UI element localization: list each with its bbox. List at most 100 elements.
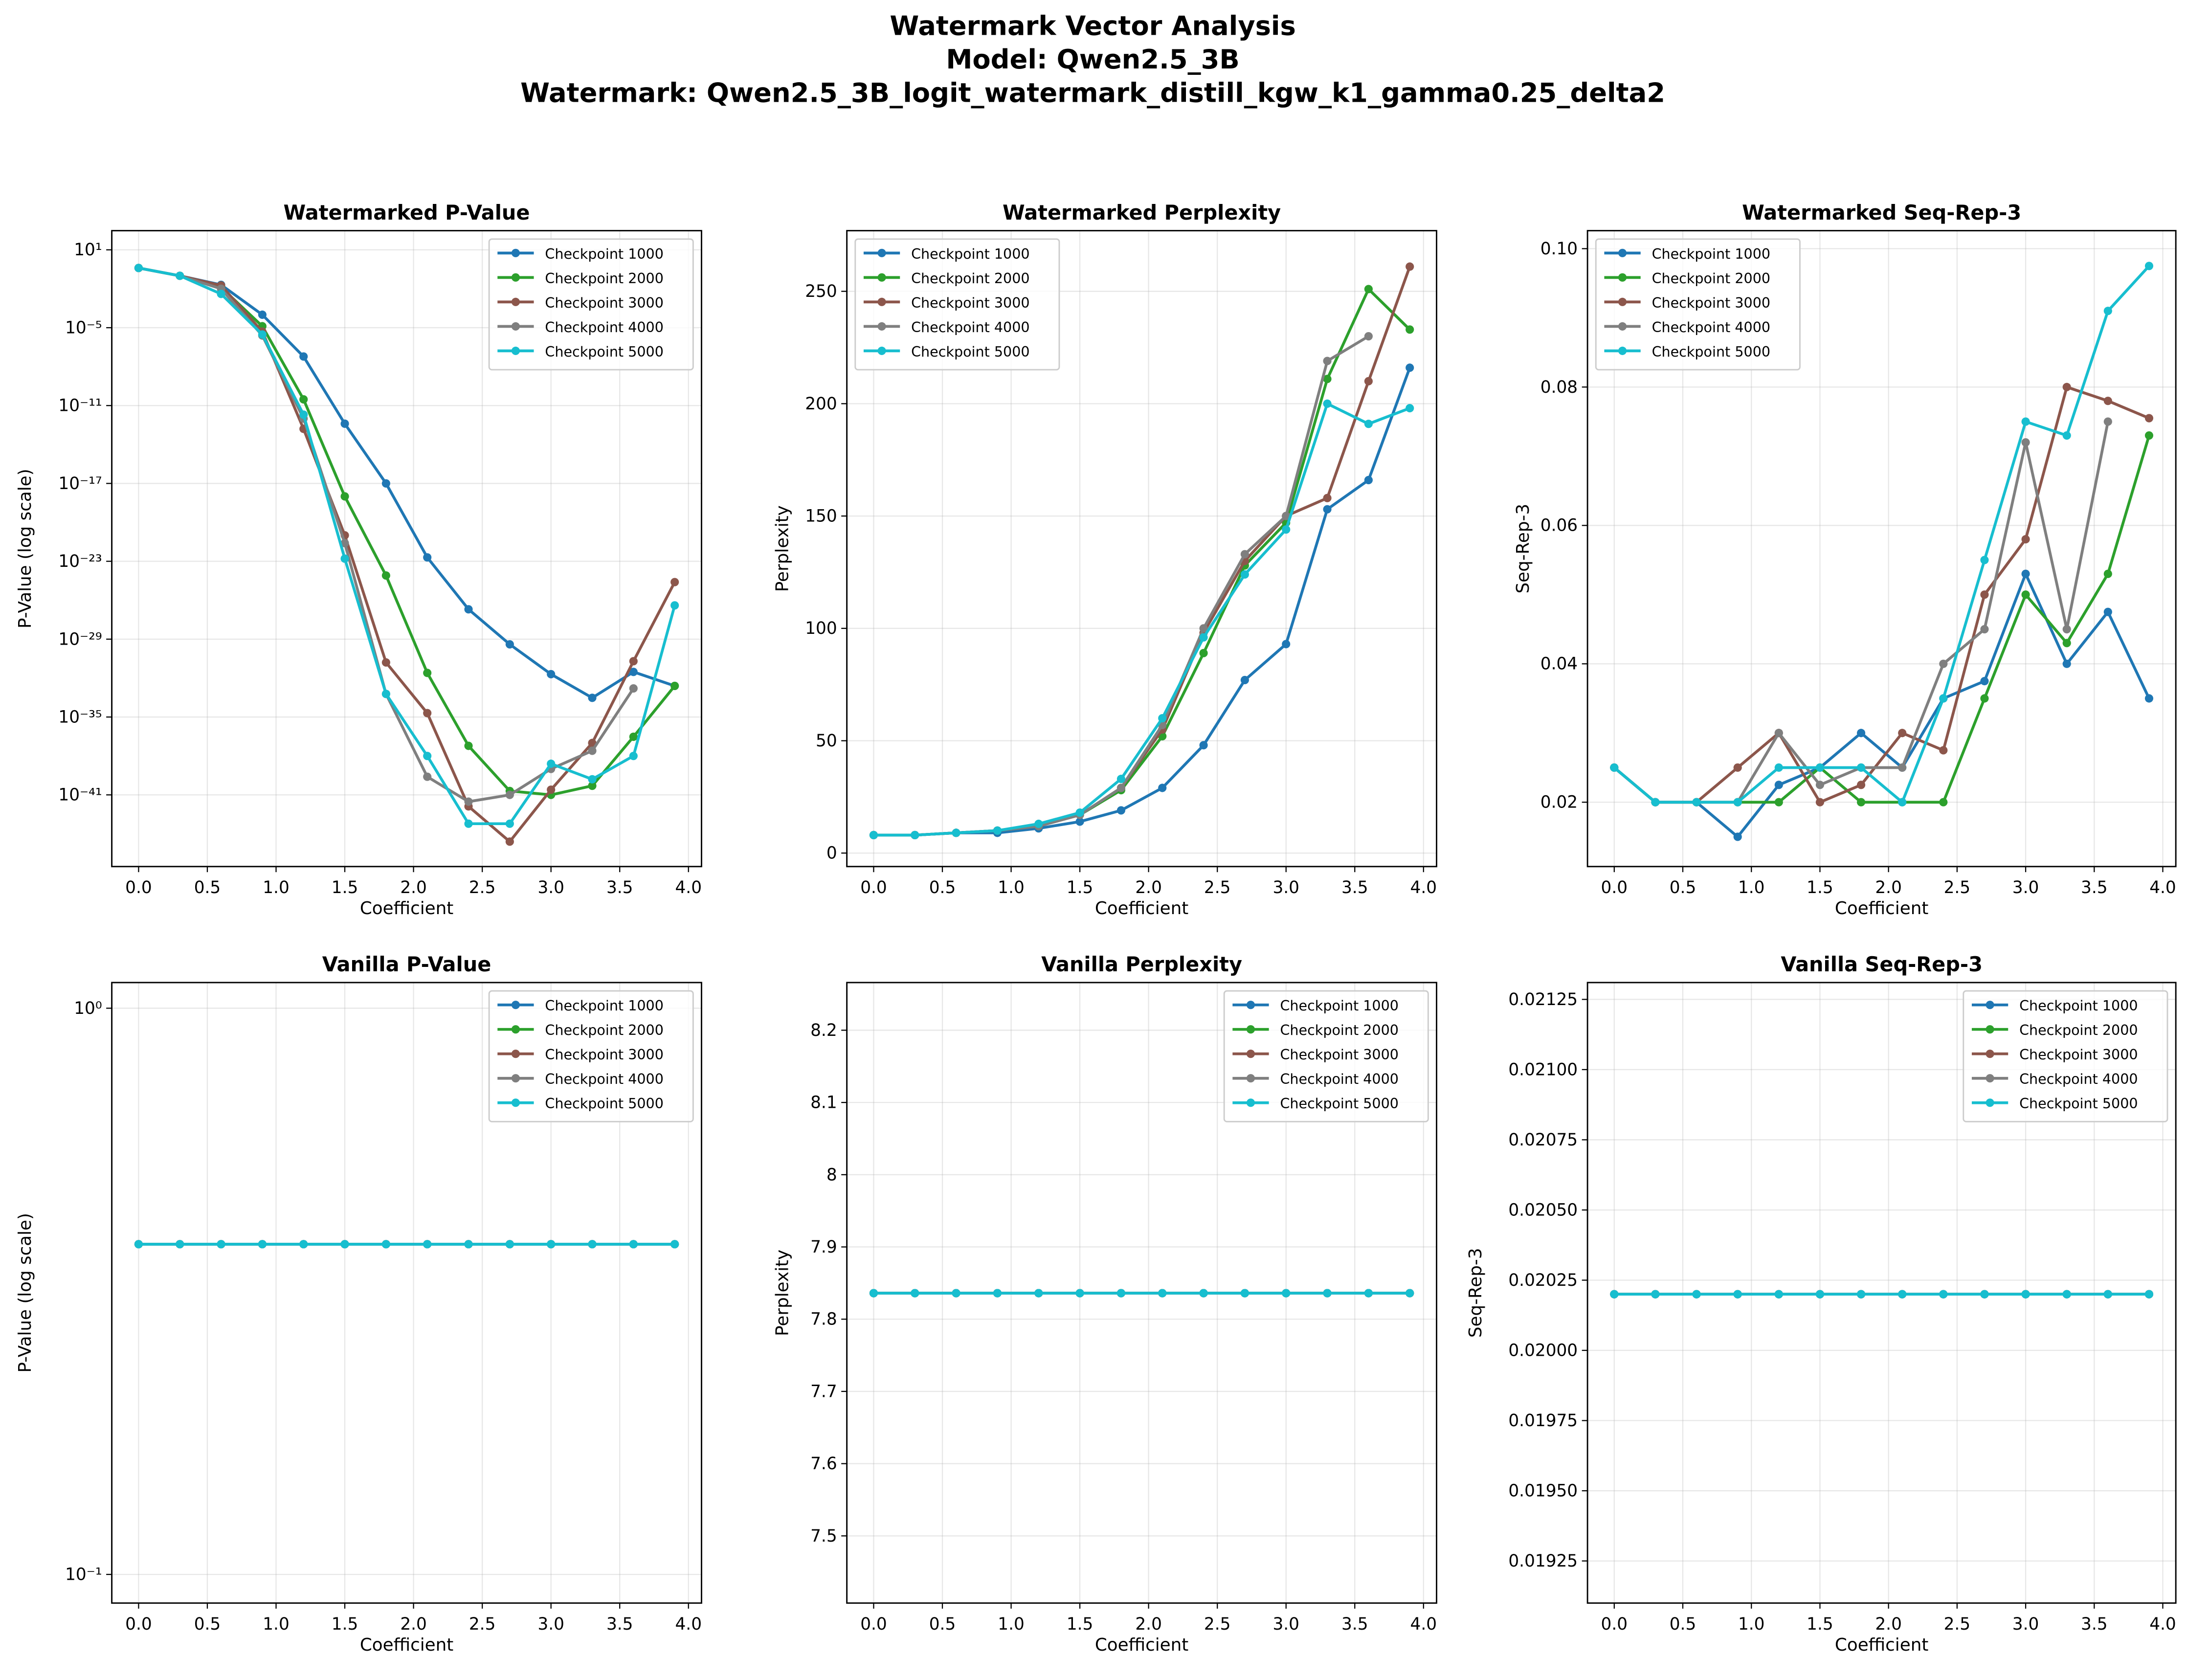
marker (340, 1240, 349, 1249)
legend-marker (511, 322, 520, 331)
marker (1815, 798, 1825, 806)
x-tick-label: 0.0 (860, 1614, 887, 1634)
marker (1980, 556, 1989, 564)
x-tick-label: 3.5 (2081, 1614, 2108, 1634)
y-tick-label: 8 (826, 1165, 837, 1185)
marker (1323, 375, 1332, 383)
x-tick-label: 3.0 (537, 878, 564, 897)
marker (2021, 590, 2030, 599)
x-tick-label: 3.0 (1272, 878, 1299, 897)
marker (1939, 746, 1948, 755)
marker (588, 694, 597, 702)
marker (1323, 1289, 1332, 1298)
y-tick-label: 7.5 (810, 1526, 837, 1546)
marker (1406, 325, 1414, 334)
marker (299, 1240, 308, 1249)
legend-marker (877, 346, 886, 355)
marker (1733, 798, 1742, 806)
y-tick-label: 150 (805, 507, 837, 526)
y-tick-label: 0.01975 (1508, 1411, 1578, 1431)
marker (340, 538, 349, 548)
marker (1282, 525, 1291, 534)
marker (670, 681, 679, 690)
series-line (1613, 265, 2150, 805)
marker (217, 1240, 225, 1249)
marker (588, 775, 597, 784)
marker (340, 554, 349, 563)
marker (1364, 1289, 1373, 1298)
x-tick-label: 0.5 (929, 1614, 956, 1634)
legend-label: Checkpoint 1000 (911, 246, 1029, 262)
y-tick-label: 0.02075 (1508, 1130, 1578, 1150)
x-tick-label: 3.0 (1272, 1614, 1299, 1634)
marker (952, 1289, 960, 1298)
series-line (138, 267, 675, 700)
marker (423, 772, 432, 781)
y-tick-label: 10⁻⁵ (65, 318, 102, 337)
y-tick-label: 10⁻³⁵ (58, 707, 102, 727)
x-tick-label: 0.0 (1601, 878, 1628, 897)
legend-label: Checkpoint 4000 (911, 319, 1029, 336)
subplot-title: Vanilla P-Value (322, 953, 491, 976)
x-axis-label: Coefficient (1095, 1635, 1188, 1655)
x-tick-label: 0.5 (1670, 1614, 1696, 1634)
x-tick-label: 0.0 (860, 878, 887, 897)
x-tick-label: 1.5 (1067, 878, 1094, 897)
marker (1651, 1290, 1660, 1299)
x-tick-label: 1.0 (263, 878, 290, 897)
legend-marker (877, 248, 886, 257)
legend-label: Checkpoint 5000 (1280, 1095, 1398, 1112)
marker (176, 271, 184, 280)
y-tick-label: 8.2 (810, 1021, 837, 1040)
marker (2103, 417, 2112, 426)
legend-label: Checkpoint 4000 (545, 319, 663, 336)
y-tick-label: 7.9 (810, 1237, 837, 1257)
marker (869, 830, 878, 840)
marker (547, 1240, 556, 1249)
x-tick-label: 4.0 (2149, 878, 2176, 897)
marker (505, 837, 514, 846)
legend-label: Checkpoint 1000 (1280, 997, 1398, 1014)
marker (1939, 1290, 1948, 1299)
marker (2144, 1290, 2154, 1299)
y-tick-label: 0.01950 (1508, 1481, 1578, 1501)
legend-marker (1618, 297, 1627, 306)
legend-marker (511, 297, 520, 306)
y-tick-label: 100 (805, 619, 837, 638)
legend-label: Checkpoint 2000 (2019, 1022, 2138, 1038)
marker (1282, 512, 1291, 520)
marker (1199, 649, 1208, 657)
marker (2062, 382, 2071, 391)
marker (629, 752, 638, 761)
y-tick-label: 10⁻⁴¹ (58, 785, 102, 805)
legend-label: Checkpoint 5000 (911, 343, 1029, 360)
legend-label: Checkpoint 1000 (1652, 246, 1770, 262)
legend-marker (1246, 1098, 1255, 1107)
marker (1116, 784, 1125, 792)
x-tick-label: 1.5 (332, 878, 358, 897)
marker (381, 658, 390, 667)
x-tick-label: 3.5 (1341, 1614, 1368, 1634)
y-tick-label: 10¹ (74, 240, 102, 260)
marker (1774, 1290, 1783, 1299)
axes-frame (1586, 230, 2177, 868)
marker (1323, 505, 1332, 514)
marker (993, 826, 1002, 835)
x-tick-label: 0.5 (194, 878, 221, 897)
marker (1651, 798, 1660, 806)
marker (588, 782, 597, 790)
axes-frame (1586, 982, 2177, 1604)
marker (423, 752, 432, 761)
marker (1774, 729, 1783, 738)
marker (1898, 729, 1907, 738)
y-axis-label: Seq-Rep-3 (1513, 504, 1533, 594)
marker (505, 640, 514, 649)
x-tick-label: 1.0 (998, 1614, 1025, 1634)
marker (1282, 640, 1291, 649)
y-tick-label: 10⁻¹⁷ (58, 474, 102, 493)
marker (2144, 262, 2154, 270)
marker (1158, 714, 1167, 723)
marker (2103, 607, 2112, 616)
marker (1116, 806, 1125, 815)
marker (629, 668, 638, 676)
